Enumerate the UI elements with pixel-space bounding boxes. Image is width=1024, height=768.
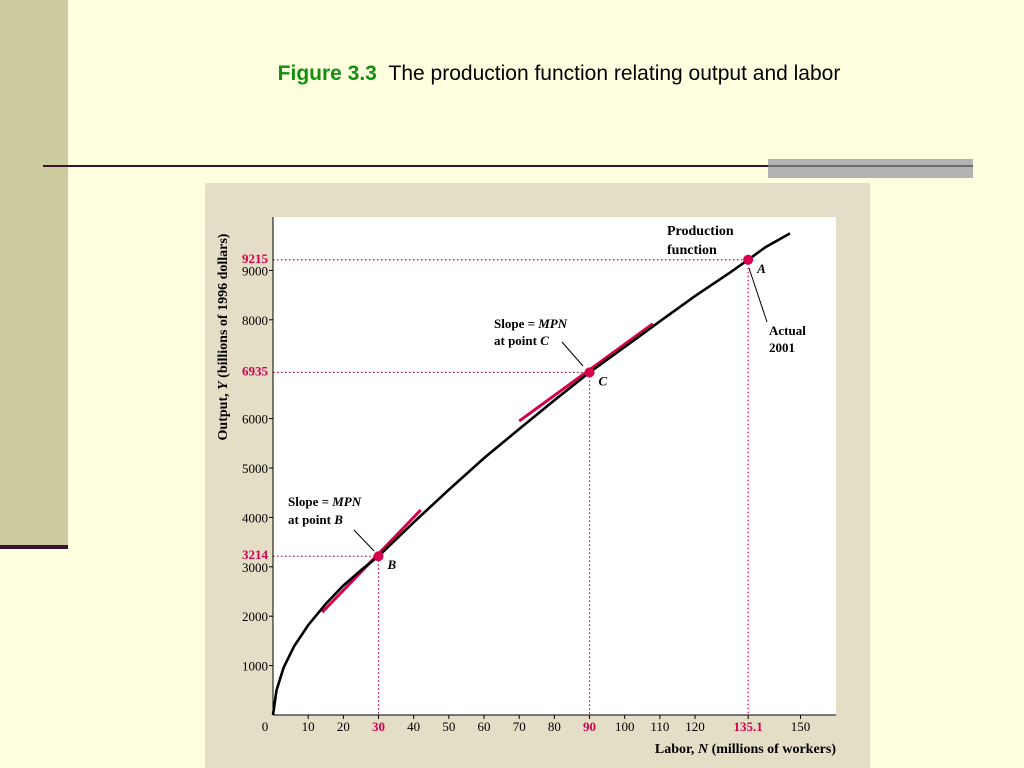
actual-label-line1: Actual <box>769 323 806 338</box>
y-axis-ticks: 1000 2000 3000 4000 5000 6000 8000 9000 3214 6935… <box>242 251 273 674</box>
highlight-points: A B C <box>373 254 766 572</box>
decorative-side-rule <box>0 545 68 549</box>
header-divider <box>43 165 973 167</box>
point-b <box>373 551 384 562</box>
actual-label-line2: 2001 <box>769 340 795 355</box>
figure-title: The production function relating output … <box>388 62 841 85</box>
slope-b-label-line1: Slope = MPN <box>288 494 362 509</box>
decorative-side-band <box>0 0 68 545</box>
x-tick-label: 135.1 <box>734 719 763 734</box>
point-label-a: A <box>756 261 766 276</box>
actual-2001-leader <box>748 267 768 323</box>
x-tick-label: 0 <box>262 719 269 734</box>
y-tick-label: 6000 <box>242 412 268 427</box>
slope-c-label-line2: at point C <box>494 333 549 348</box>
x-tick-label: 30 <box>372 719 385 734</box>
production-curve <box>271 232 791 716</box>
x-tick-label: 120 <box>685 719 705 734</box>
y-tick-label-highlighted: 6935 <box>242 363 269 378</box>
dotted-guides <box>273 259 749 715</box>
header-accent-bar <box>768 159 973 178</box>
x-tick-label: 50 <box>442 719 455 734</box>
y-axis-label: Output, Y (billions of 1996 dollars) <box>216 233 231 440</box>
y-tick-label: 1000 <box>242 659 268 674</box>
y-tick-label: 5000 <box>242 461 268 476</box>
point-label-b: B <box>387 557 397 572</box>
x-tick-label: 60 <box>478 719 491 734</box>
slope-c-label-line1: Slope = MPN <box>494 316 568 331</box>
x-tick-label: 40 <box>407 719 420 734</box>
x-tick-label: 80 <box>548 719 561 734</box>
x-axis-label: Labor, N (millions of workers) <box>655 742 836 757</box>
y-tick-label: 8000 <box>242 313 268 328</box>
y-tick-label: 9000 <box>242 263 268 278</box>
curve-label-line2: function <box>667 243 717 258</box>
slope-b-leader <box>353 529 375 552</box>
x-tick-label: 110 <box>650 719 669 734</box>
slide-title: Figure 3.3 The production function relat… <box>0 62 1024 86</box>
x-tick-label: 10 <box>302 719 315 734</box>
x-tick-label: 20 <box>337 719 350 734</box>
x-tick-label: 90 <box>583 719 596 734</box>
figure-label: Figure 3.3 <box>277 62 377 85</box>
slope-c-leader <box>561 341 584 367</box>
x-tick-label: 150 <box>791 719 811 734</box>
y-tick-label: 2000 <box>242 609 268 624</box>
curve-label-line1: Production <box>667 224 734 239</box>
y-tick-label-highlighted: 3214 <box>242 547 269 562</box>
x-tick-label: 100 <box>615 719 635 734</box>
y-tick-label: 4000 <box>242 510 268 525</box>
y-tick-label-highlighted: 9215 <box>242 251 269 266</box>
point-label-c: C <box>599 373 608 388</box>
x-tick-label: 70 <box>513 719 526 734</box>
point-a <box>743 254 754 265</box>
y-tick-label: 3000 <box>242 560 268 575</box>
plot-area <box>273 217 836 715</box>
point-c <box>584 367 595 378</box>
slope-b-label-line2: at point B <box>288 512 343 527</box>
x-axis-ticks: 0 10 20 30 40 50 60 70 80 90 100 110 120 135.1 150 <box>262 715 811 734</box>
